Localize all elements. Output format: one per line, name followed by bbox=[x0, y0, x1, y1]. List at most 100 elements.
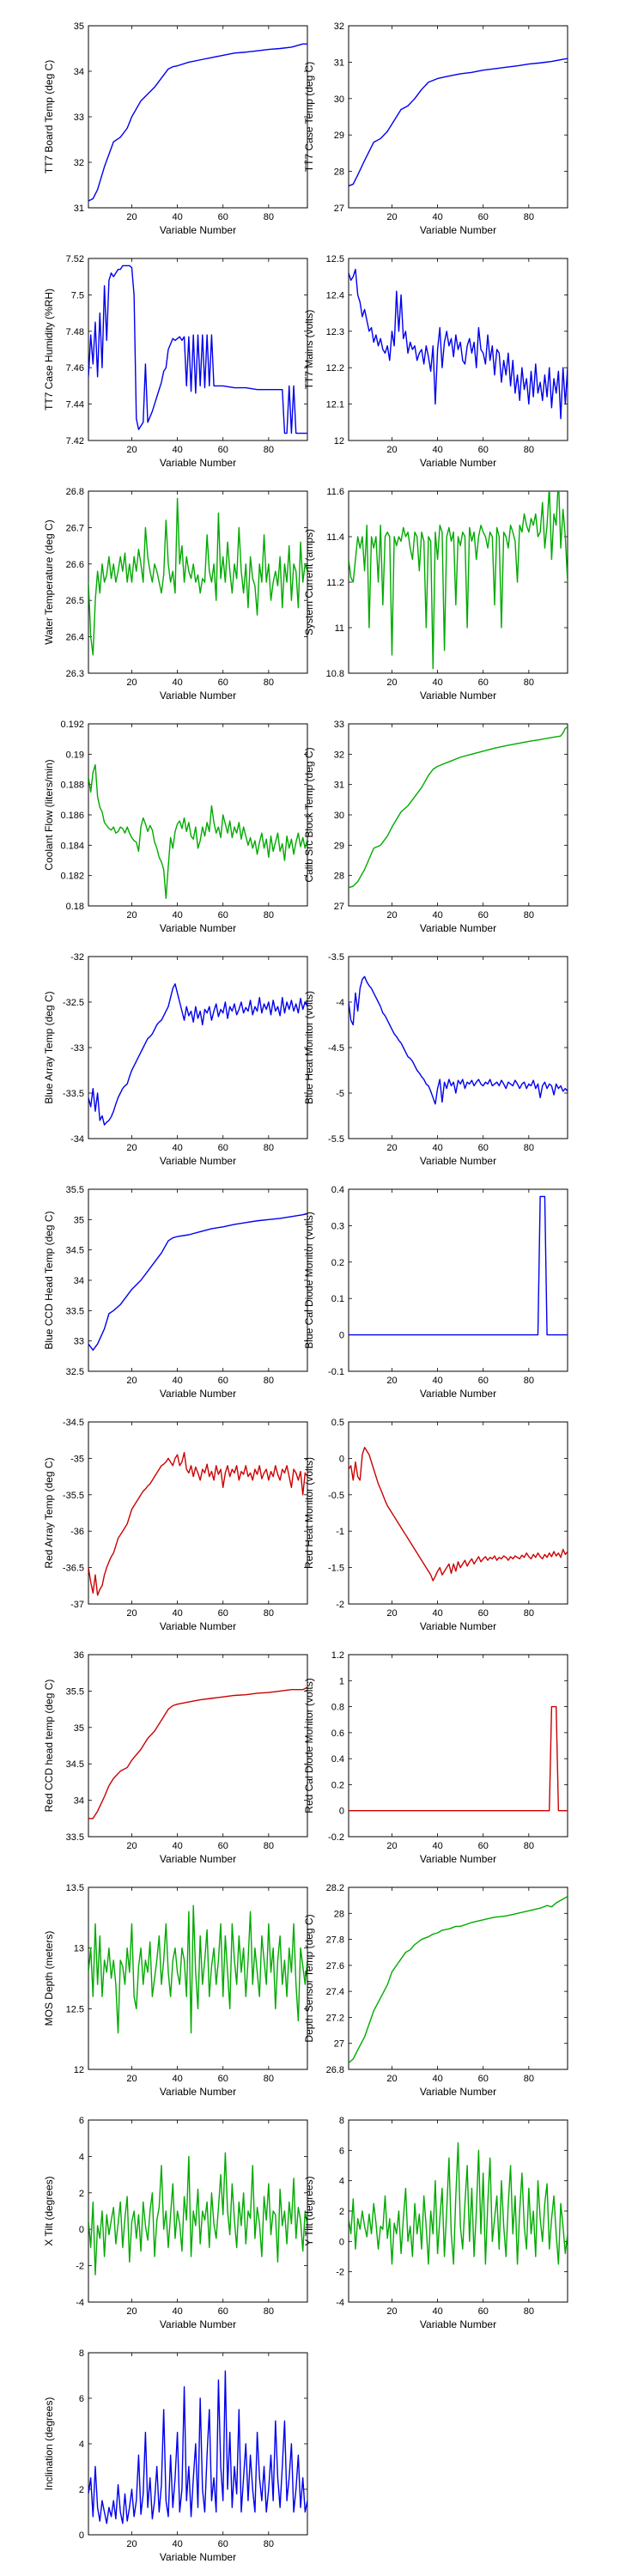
y-tick-label: 0.18 bbox=[66, 902, 84, 912]
x-tick-label: 40 bbox=[432, 1841, 442, 1851]
chart-panel-1: 20 40 60 80 31 32 33 34 35 Variable Number TT7 Boa… bbox=[43, 21, 308, 236]
x-tick-label: 80 bbox=[264, 1376, 274, 1386]
y-tick-label: -33 bbox=[70, 1043, 84, 1054]
y-tick-label: 12 bbox=[334, 436, 344, 447]
y-tick-label: 0.5 bbox=[331, 1418, 344, 1428]
plot-frame bbox=[348, 1886, 568, 2070]
chart-panel-3: 20 40 60 80 7.42 7.44 7.46 7.48 7.5 7.52 Variable … bbox=[43, 254, 308, 469]
plot-frame bbox=[348, 956, 568, 1139]
series-line bbox=[349, 269, 568, 420]
y-tick-label: -32 bbox=[70, 952, 84, 963]
y-axis-label: TT7 Case Temp (deg C) bbox=[303, 62, 315, 173]
y-tick-label: 6 bbox=[79, 2116, 84, 2126]
x-tick-label: 80 bbox=[524, 1376, 534, 1386]
y-tick-label: 7.48 bbox=[66, 327, 84, 337]
x-tick-label: 80 bbox=[524, 2306, 534, 2317]
x-tick-label: 60 bbox=[478, 445, 489, 455]
chart-panel-6: 20 40 60 80 10.8 11 11.2 11.4 11.6 Variable Numbe… bbox=[303, 487, 568, 702]
series-line bbox=[349, 975, 568, 1105]
x-tick-label: 20 bbox=[126, 2539, 137, 2549]
x-tick-label: 20 bbox=[126, 1376, 137, 1386]
series-line bbox=[349, 2142, 568, 2265]
plot-frame bbox=[88, 1886, 308, 2070]
y-tick-label: 35 bbox=[74, 1215, 84, 1225]
plot-frame bbox=[348, 1188, 568, 1372]
x-tick-label: 60 bbox=[478, 1143, 489, 1153]
x-tick-label: 80 bbox=[524, 1143, 534, 1153]
x-tick-label: 80 bbox=[264, 445, 274, 455]
y-tick-label: -0.1 bbox=[328, 1367, 344, 1377]
y-tick-label: 29 bbox=[334, 131, 344, 141]
x-axis-label: Variable Number bbox=[420, 2318, 496, 2330]
x-tick-label: 80 bbox=[264, 212, 274, 222]
x-tick-label: 40 bbox=[172, 1608, 182, 1619]
plot-frame bbox=[88, 490, 308, 674]
y-tick-label: 12.5 bbox=[326, 254, 344, 264]
y-tick-label: -36.5 bbox=[63, 1564, 84, 1574]
x-tick-label: 60 bbox=[478, 910, 489, 920]
y-tick-label: 28 bbox=[334, 872, 344, 882]
y-tick-label: -1 bbox=[336, 1527, 344, 1537]
y-tick-label: 33 bbox=[334, 720, 344, 730]
chart-panel-10: 20 40 60 80 -5.5 -5 -4.5 -4 -3.5 Variable Number B… bbox=[303, 952, 568, 1167]
y-tick-label: 31 bbox=[334, 58, 344, 68]
chart-panel-11: 20 40 60 80 32.5 33 33.5 34 34.5 35 35.5 Variable N… bbox=[43, 1185, 308, 1400]
y-tick-label: 11.2 bbox=[326, 578, 344, 588]
y-tick-label: 34 bbox=[74, 1276, 84, 1286]
chart-panel-21: 20 40 60 80 0 2 4 6 8 Variable Number Inclination … bbox=[43, 2348, 308, 2563]
y-tick-label: 11.4 bbox=[326, 532, 344, 543]
chart-panel-8: 20 40 60 80 27 28 29 30 31 32 33 Variable Number Cal… bbox=[303, 720, 568, 934]
x-tick-label: 80 bbox=[524, 2074, 534, 2084]
x-tick-label: 80 bbox=[264, 910, 274, 920]
x-tick-label: 60 bbox=[478, 1841, 489, 1851]
y-tick-label: 12.1 bbox=[326, 400, 344, 410]
y-tick-label: 0.192 bbox=[60, 720, 84, 730]
y-tick-label: 26.4 bbox=[66, 633, 84, 643]
series-line bbox=[349, 1895, 568, 2063]
y-tick-label: 35 bbox=[74, 1723, 84, 1734]
y-tick-label: 31 bbox=[74, 204, 84, 214]
x-tick-label: 20 bbox=[386, 445, 397, 455]
x-tick-label: 40 bbox=[172, 212, 182, 222]
y-tick-label: 35.5 bbox=[66, 1686, 84, 1697]
x-tick-label: 20 bbox=[126, 1143, 137, 1153]
y-tick-label: 32.5 bbox=[66, 1367, 84, 1377]
x-tick-label: 60 bbox=[218, 2074, 228, 2084]
x-tick-label: 20 bbox=[126, 445, 137, 455]
y-tick-label: 34 bbox=[74, 1796, 84, 1807]
series-line bbox=[349, 726, 568, 889]
y-tick-label: 28 bbox=[334, 1909, 344, 1919]
y-tick-label: 26.8 bbox=[66, 487, 84, 497]
x-axis-label: Variable Number bbox=[160, 224, 236, 236]
x-axis-label: Variable Number bbox=[420, 922, 496, 934]
x-tick-label: 40 bbox=[172, 2074, 182, 2084]
y-axis-label: Blue Cal Diode Monitor (volts) bbox=[303, 1212, 315, 1348]
y-tick-label: 8 bbox=[339, 2116, 344, 2126]
x-tick-label: 40 bbox=[172, 910, 182, 920]
y-axis-label: Red Array Temp (deg C) bbox=[43, 1457, 55, 1568]
y-tick-label: -4 bbox=[76, 2298, 84, 2308]
x-tick-label: 80 bbox=[264, 1608, 274, 1619]
series-line bbox=[349, 1195, 568, 1336]
chart-panel-15: 20 40 60 80 33.5 34 34.5 35 35.5 36 Variable Numbe… bbox=[43, 1650, 308, 1865]
x-tick-label: 40 bbox=[172, 1143, 182, 1153]
y-tick-label: 0 bbox=[339, 1454, 344, 1464]
y-axis-label: Red Heat Monitor (volts) bbox=[303, 1457, 315, 1569]
plot-frame bbox=[88, 1188, 308, 1372]
x-tick-label: 80 bbox=[264, 1143, 274, 1153]
x-axis-label: Variable Number bbox=[160, 922, 236, 934]
series-line bbox=[88, 983, 307, 1126]
y-tick-label: 34.5 bbox=[66, 1246, 84, 1256]
y-tick-label: 28.2 bbox=[326, 1883, 344, 1893]
y-tick-label: 33 bbox=[74, 1337, 84, 1347]
y-tick-label: -3.5 bbox=[328, 952, 344, 963]
x-tick-label: 80 bbox=[264, 677, 274, 688]
x-axis-label: Variable Number bbox=[160, 2318, 236, 2330]
y-tick-label: 28 bbox=[334, 167, 344, 178]
y-tick-label: 0.2 bbox=[331, 1780, 344, 1790]
plot-frame bbox=[88, 1654, 308, 1838]
x-tick-label: 40 bbox=[172, 2306, 182, 2317]
y-tick-label: 13 bbox=[74, 1944, 84, 1954]
x-tick-label: 20 bbox=[126, 1608, 137, 1619]
y-tick-label: 6 bbox=[79, 2394, 84, 2404]
